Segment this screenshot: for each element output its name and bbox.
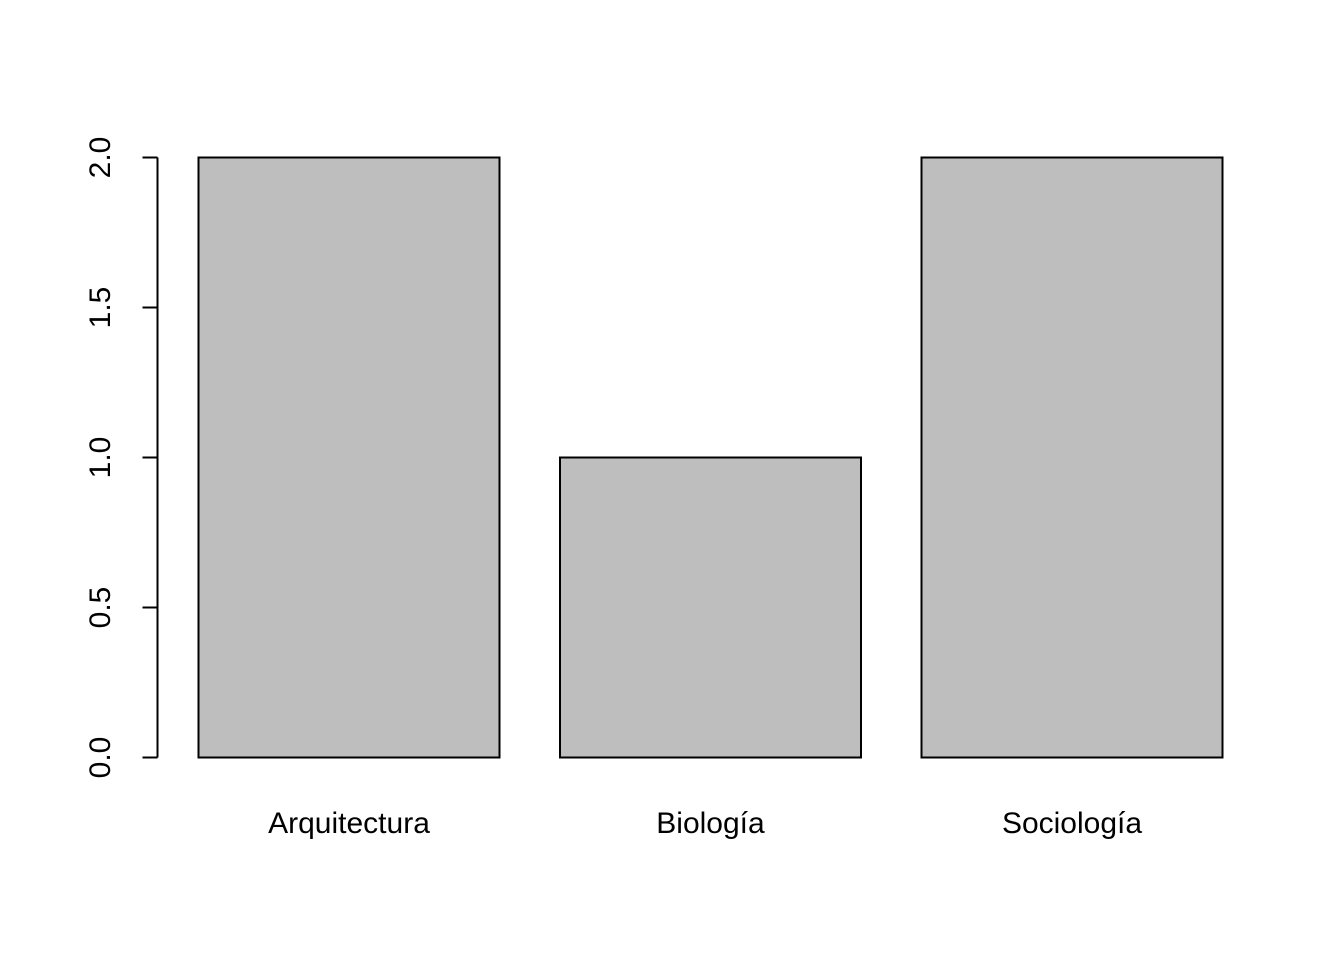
bar [559, 456, 862, 759]
y-tick-label: 0.0 [84, 737, 117, 779]
bar [920, 156, 1224, 759]
y-tick-label: 1.5 [84, 287, 117, 329]
bars-layer [197, 156, 1224, 759]
y-axis: 0.0 0.5 1.0 1.5 2.0 [84, 137, 159, 779]
y-tick-label: 1.0 [84, 437, 117, 479]
y-tick-label: 2.0 [84, 137, 117, 179]
y-tick-label: 0.5 [84, 587, 117, 629]
x-tick-label: Biología [656, 807, 765, 840]
bar [197, 156, 501, 759]
x-tick-label: Arquitectura [268, 807, 430, 840]
x-axis-labels: Arquitectura Biología Sociología [268, 807, 1142, 840]
x-tick-label: Sociología [1002, 807, 1142, 840]
